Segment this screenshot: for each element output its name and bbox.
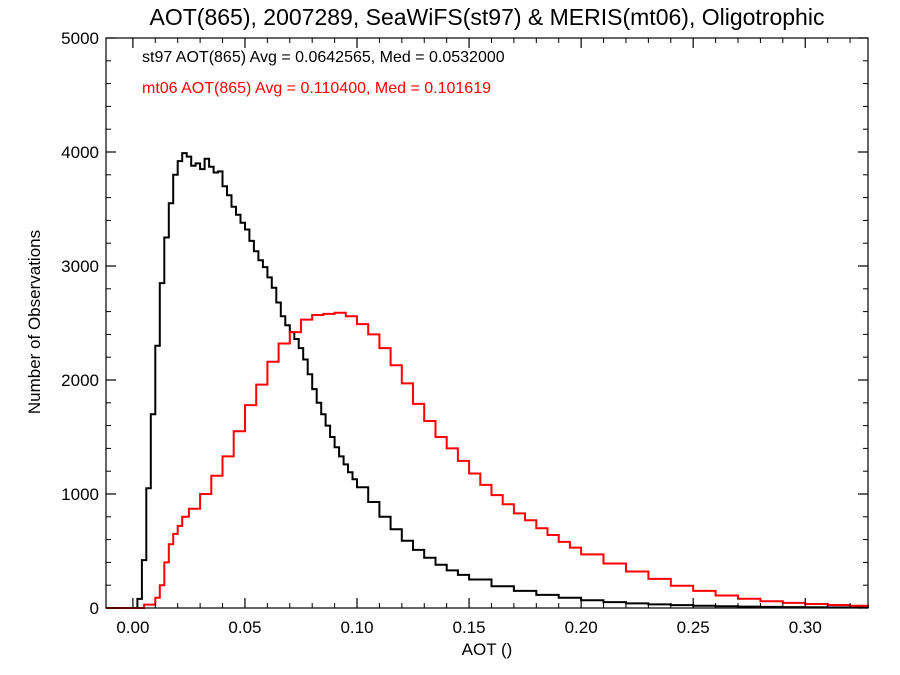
plot-frame — [105, 37, 869, 609]
series-line-st97 — [106, 152, 869, 609]
y-tick-label: 2000 — [61, 371, 99, 390]
x-tick-label: 0.25 — [677, 618, 710, 637]
st97-annotation: st97 AOT(865) Avg = 0.0642565, Med = 0.0… — [142, 49, 505, 66]
x-tick-label: 0.10 — [340, 618, 373, 637]
x-tick-label: 0.00 — [116, 618, 149, 637]
mt06-annotation: mt06 AOT(865) Avg = 0.110400, Med = 0.10… — [142, 80, 491, 97]
ticks-layer: 0.00 0.05 0.10 0.15 0.20 0.25 0.30 0 1000 2000 300… — [61, 29, 868, 637]
x-tick-label: 0.20 — [565, 618, 598, 637]
chart-title: AOT(865), 2007289, SeaWiFS(st97) & MERIS… — [150, 4, 825, 30]
y-tick-label: 4000 — [61, 143, 99, 162]
y-tick-label: 1000 — [61, 485, 99, 504]
x-tick-label: 0.15 — [453, 618, 486, 637]
x-axis-label: AOT () — [462, 640, 513, 659]
x-tick-label: 0.05 — [228, 618, 261, 637]
y-tick-label: 3000 — [61, 257, 99, 276]
x-tick-label: 0.30 — [789, 618, 822, 637]
y-tick-label: 0 — [90, 599, 99, 618]
series-line-mt06 — [106, 311, 869, 609]
series-layer — [106, 152, 869, 609]
y-axis-label: Number of Observations — [25, 230, 44, 414]
y-tick-label: 5000 — [61, 29, 99, 48]
